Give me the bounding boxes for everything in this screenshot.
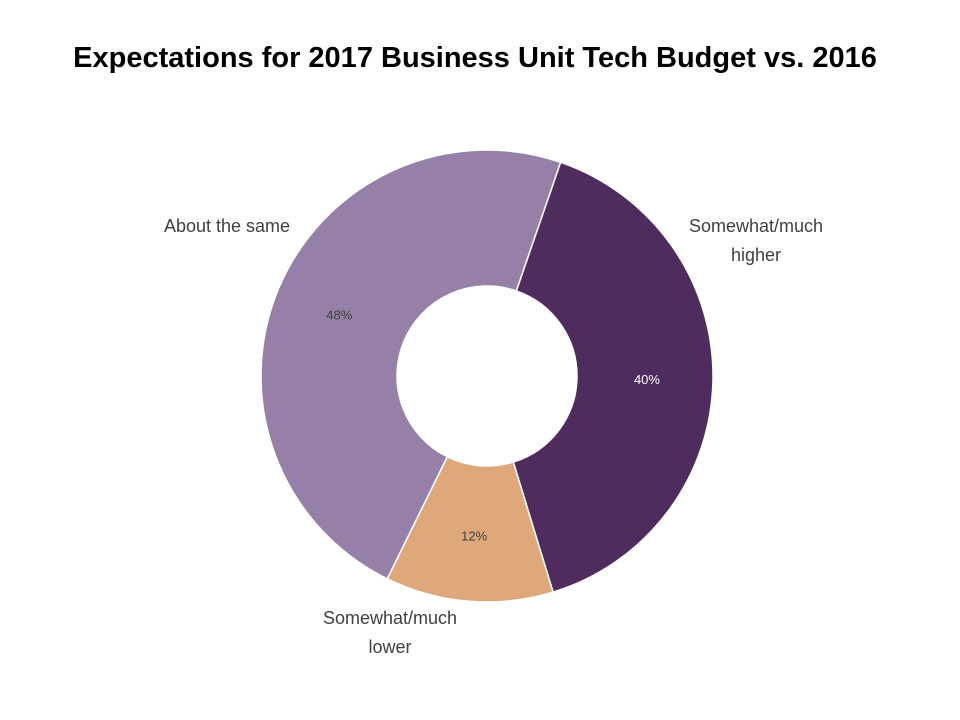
category-label-1: Somewhat/much lower bbox=[323, 608, 457, 657]
chart-title: Expectations for 2017 Business Unit Tech… bbox=[73, 42, 877, 74]
category-label-2: About the same bbox=[164, 216, 290, 236]
donut-slice-1 bbox=[386, 455, 555, 603]
data-label-1: 12% bbox=[461, 528, 487, 543]
data-label-0: 40% bbox=[634, 372, 660, 387]
data-label-2: 48% bbox=[326, 308, 352, 323]
donut-slice-0 bbox=[512, 161, 714, 594]
category-label-0: Somewhat/much higher bbox=[689, 216, 823, 265]
donut-slice-2 bbox=[260, 149, 562, 580]
